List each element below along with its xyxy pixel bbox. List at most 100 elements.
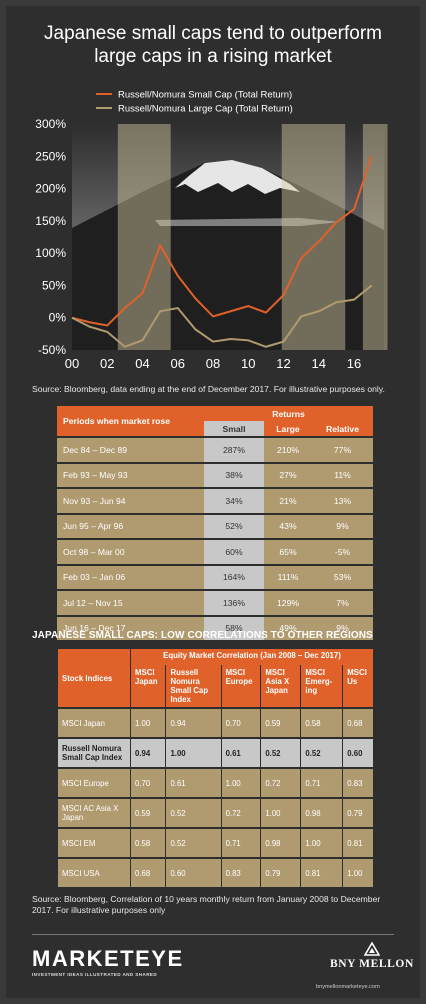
correlation-row: MSCI Japan 1.00 0.94 0.70 0.59 0.58 0.68	[57, 707, 373, 738]
page-title: Japanese small caps tend to outperform l…	[0, 22, 426, 68]
period-cell: Jun 16 – Dec 17	[57, 614, 204, 640]
correlation-source-note: Source: Bloomberg, Correlation of 10 yea…	[32, 894, 381, 915]
correlation-value-cell: 0.94	[165, 707, 222, 738]
title-line-2: large caps in a rising market	[94, 46, 332, 67]
period-header: Periods when market rose	[57, 406, 204, 437]
correlation-value-cell: 0.61	[220, 737, 261, 768]
small-return-cell: 58%	[204, 614, 264, 640]
rising-period-band-1	[281, 124, 346, 350]
correlation-value-cell: 0.72	[220, 797, 261, 828]
x-tick-label: 10	[241, 356, 255, 371]
correlation-value-cell: 0.52	[300, 737, 343, 768]
period-cell: Nov 93 – Jun 94	[57, 487, 204, 514]
large-return-cell: 111%	[264, 563, 313, 590]
line-chart: 300% 250% 200% 150% 100% 50% 0% -50%00 02 04 06 08 1…	[35, 90, 388, 371]
footer-divider	[32, 934, 394, 935]
relative-return-cell: 11%	[312, 461, 373, 488]
relative-return-cell: 13%	[312, 487, 373, 514]
relative-header: Relative	[312, 421, 373, 437]
bny-mellon-icon	[364, 942, 380, 956]
correlation-value-cell: 0.60	[342, 737, 373, 768]
index-name-cell: MSCI Europe	[57, 767, 131, 798]
correlation-value-cell: 0.52	[165, 827, 222, 858]
small-return-cell: 136%	[204, 589, 264, 616]
correlation-column-header: MSCI Japan	[129, 665, 166, 708]
correlation-value-cell: 0.79	[342, 797, 373, 828]
large-header: Large	[264, 421, 313, 437]
index-name-cell: MSCI Japan	[57, 707, 131, 738]
relative-return-cell: 77%	[312, 436, 373, 463]
correlation-value-cell: 0.98	[260, 827, 301, 858]
x-tick-label: 02	[100, 356, 114, 371]
series-line-0	[71, 155, 373, 327]
legend-label-0: Russell/Nomura Small Cap (Total Return)	[118, 90, 292, 101]
bny-mellon-brand: BNY MELLON	[330, 958, 414, 970]
correlation-table: Stock Indices Equity Market Correlation …	[57, 649, 373, 887]
correlation-row: MSCI Europe 0.70 0.61 1.00 0.72 0.71 0.83	[57, 767, 373, 798]
period-row: Dec 84 – Dec 89 287% 210% 77%	[57, 436, 373, 463]
large-return-cell: 65%	[264, 538, 313, 565]
mountain-lake	[155, 218, 340, 226]
correlation-column-header: MSCI Asia X Japan	[260, 665, 301, 708]
x-tick-label: 16	[347, 356, 361, 371]
correlation-value-cell: 1.00	[220, 767, 261, 798]
correlation-value-cell: 0.71	[300, 767, 343, 798]
period-row: Jun 95 – Apr 96 52% 43% 9%	[57, 512, 373, 539]
period-cell: Feb 03 – Jan 06	[57, 563, 204, 590]
correlation-value-cell: 0.83	[220, 857, 261, 887]
correlation-value-cell: 0.58	[129, 827, 166, 858]
correlation-value-cell: 0.58	[300, 707, 343, 738]
correlation-value-cell: 0.70	[220, 707, 261, 738]
correlation-value-cell: 1.00	[342, 857, 373, 887]
index-name-cell: MSCI AC Asia X Japan	[57, 797, 131, 828]
correlation-value-cell: 0.52	[165, 797, 222, 828]
large-return-cell: 21%	[264, 487, 313, 514]
period-cell: Dec 84 – Dec 89	[57, 436, 204, 463]
footer-url[interactable]: bnymellonmarketeye.com	[316, 984, 380, 990]
correlation-value-cell: 0.72	[260, 767, 301, 798]
period-row: Jun 16 – Dec 17 58% 49% 9%	[57, 614, 373, 640]
period-row: Oct 98 – Mar 00 60% 65% -5%	[57, 538, 373, 565]
relative-return-cell: 53%	[312, 563, 373, 590]
y-tick-label: 0%	[49, 311, 67, 325]
correlation-value-cell: 1.00	[260, 797, 301, 828]
correlation-column-header: MSCI Emerg-ing	[300, 665, 343, 708]
correlation-value-cell: 0.59	[260, 707, 301, 738]
correlation-row: Russell Nomura Small Cap Index 0.94 1.00 0.…	[57, 737, 373, 768]
x-tick-label: 12	[276, 356, 290, 371]
series-line-1	[71, 284, 373, 348]
period-cell: Jul 12 – Nov 15	[57, 589, 204, 616]
small-return-cell: 164%	[204, 563, 264, 590]
x-tick-label: 08	[206, 356, 220, 371]
correlation-value-cell: 1.00	[165, 737, 222, 768]
x-tick-label: 04	[135, 356, 149, 371]
y-tick-label: -50%	[38, 343, 66, 357]
y-tick-label: 250%	[35, 149, 66, 163]
period-cell: Feb 93 – May 93	[57, 461, 204, 488]
small-return-cell: 60%	[204, 538, 264, 565]
large-return-cell: 43%	[264, 512, 313, 539]
correlation-value-cell: 1.00	[300, 827, 343, 858]
relative-return-cell: -5%	[312, 538, 373, 565]
mountain-shape	[72, 160, 384, 350]
title-line-1: Japanese small caps tend to outperform	[44, 23, 382, 44]
correlation-column-header: Russell Nomura Small Cap Index	[165, 665, 222, 708]
x-tick-label: 00	[65, 356, 79, 371]
mountain-snowcap	[175, 160, 300, 194]
legend-label-1: Russell/Nomura Large Cap (Total Return)	[118, 104, 293, 115]
correlation-value-cell: 0.81	[300, 857, 343, 887]
period-cell: Jun 95 – Apr 96	[57, 512, 204, 539]
y-tick-label: 100%	[35, 246, 66, 260]
y-tick-label: 150%	[35, 214, 66, 228]
stock-indices-header: Stock Indices	[57, 649, 131, 708]
correlation-value-cell: 0.71	[220, 827, 261, 858]
large-return-cell: 210%	[264, 436, 313, 463]
period-row: Feb 03 – Jan 06 164% 111% 53%	[57, 563, 373, 590]
large-return-cell: 27%	[264, 461, 313, 488]
correlation-value-cell: 0.61	[165, 767, 222, 798]
period-row: Jul 12 – Nov 15 136% 129% 7%	[57, 589, 373, 616]
large-return-cell: 49%	[264, 614, 313, 640]
y-tick-label: 50%	[42, 278, 66, 292]
large-return-cell: 129%	[264, 589, 313, 616]
rising-period-band-2	[362, 124, 388, 350]
